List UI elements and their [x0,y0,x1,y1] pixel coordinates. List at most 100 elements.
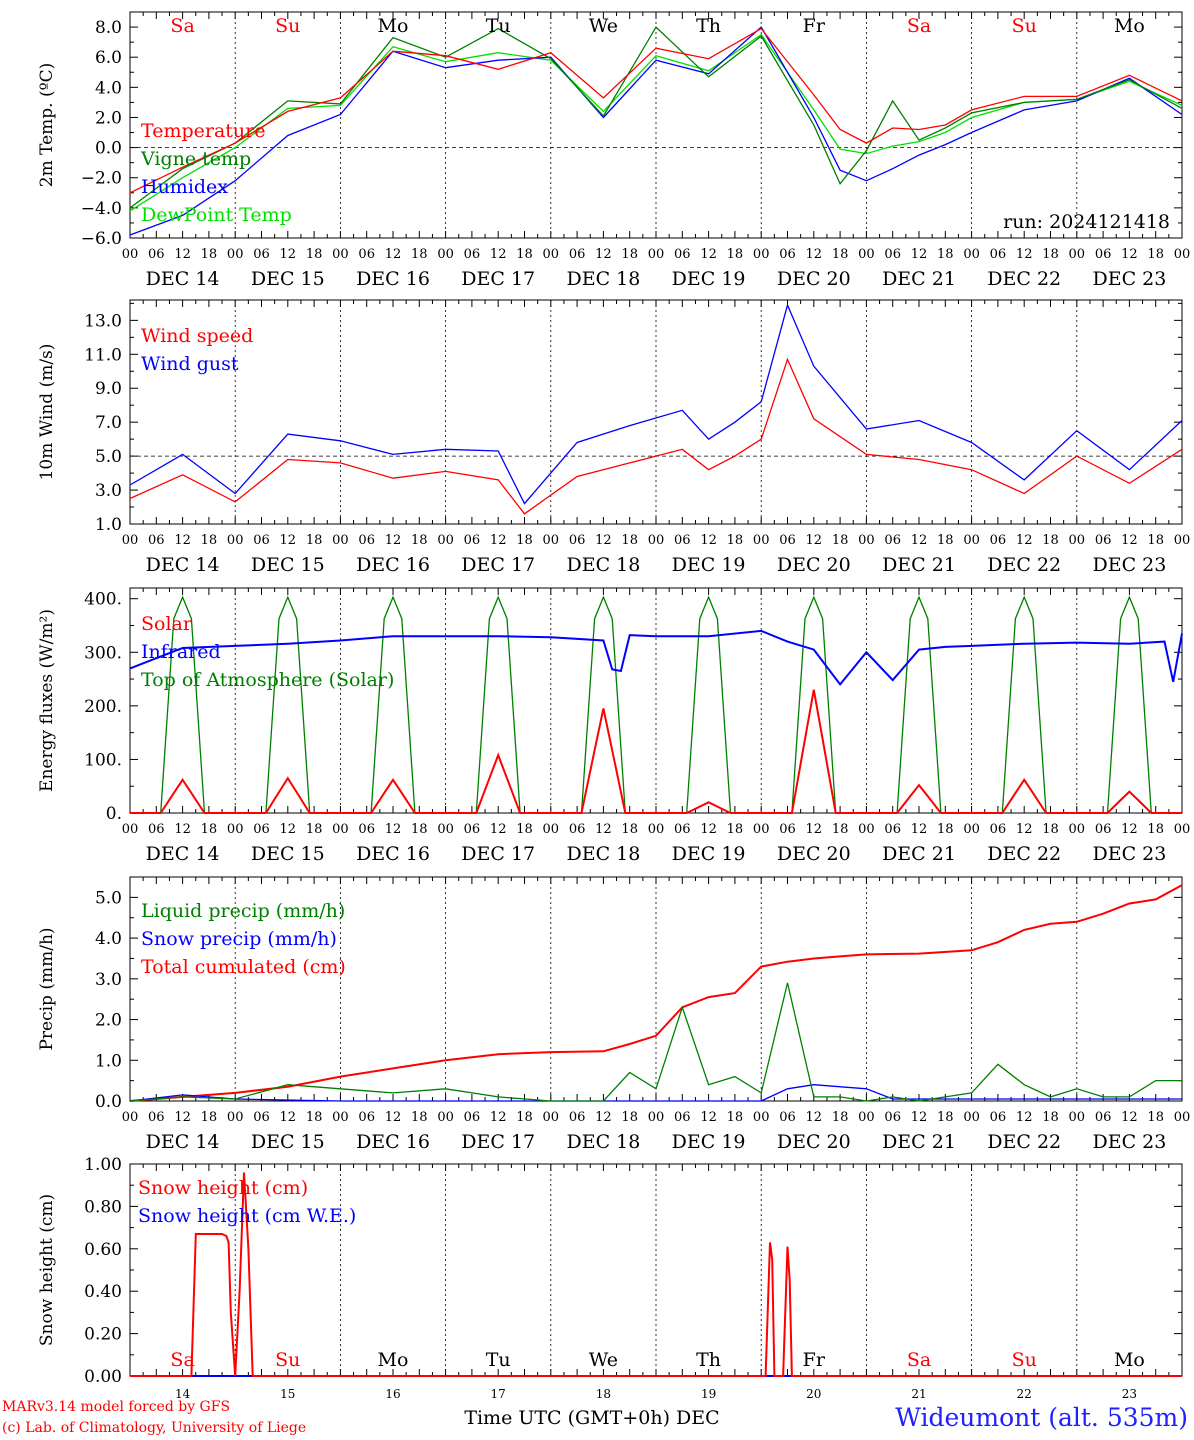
hour-label: 12 [595,822,612,837]
y-tick-label: 1.00 [84,1155,122,1175]
date-label: DEC 19 [672,268,746,290]
date-label: DEC 22 [987,1131,1061,1153]
hour-label: 12 [1016,533,1033,548]
date-label: DEC 20 [777,554,851,576]
hour-label: 00 [753,247,770,262]
hour-label: 06 [464,1110,481,1125]
date-label: DEC 17 [461,268,535,290]
weekday-label: Su [1012,1349,1037,1371]
hour-label: 18 [201,247,218,262]
hour-label: 12 [1121,822,1138,837]
series-vigne-temp [129,26,1183,209]
legend-entry: Temperature [141,120,265,142]
hour-label: 06 [569,1110,586,1125]
day-number-label: 18 [596,1387,611,1401]
date-label: DEC 15 [251,268,325,290]
hour-label: 12 [174,247,191,262]
date-label: DEC 14 [146,554,220,576]
hour-label: 18 [516,533,533,548]
hour-label: 06 [779,533,796,548]
hour-label: 06 [358,533,375,548]
date-label: DEC 16 [356,268,430,290]
hour-label: 18 [727,247,744,262]
hour-label: 12 [385,533,402,548]
hour-label: 00 [858,533,875,548]
hour-label: 18 [621,247,638,262]
hour-label: 06 [990,822,1007,837]
y-tick-label: −2.0 [81,169,122,189]
legend-entry: Snow height (cm W.E.) [138,1205,356,1227]
hour-label: 18 [1042,533,1059,548]
date-label: DEC 21 [882,268,956,290]
series-solar [130,689,1182,814]
y-axis-label: Energy fluxes (W/m²) [37,609,57,792]
y-axis-label: Snow height (cm) [37,1194,57,1346]
date-label: DEC 23 [1092,268,1166,290]
legend-entry: Snow height (cm) [138,1177,308,1199]
y-tick-label: 0.60 [84,1240,122,1260]
hour-label: 06 [148,1110,165,1125]
y-tick-label: 8.0 [95,18,122,38]
date-label: DEC 22 [987,843,1061,865]
series-dewpoint-temp [129,33,1183,212]
hour-label: 00 [227,533,244,548]
hour-label: 18 [621,1110,638,1125]
date-label: DEC 14 [146,268,220,290]
weekday-label: Mo [378,15,409,37]
hour-label: 12 [911,247,928,262]
date-label: DEC 20 [777,268,851,290]
hour-label: 00 [1069,533,1086,548]
hour-label: 18 [832,533,849,548]
hour-label: 06 [674,822,691,837]
hour-label: 12 [1121,1110,1138,1125]
hour-label: 06 [464,247,481,262]
hour-label: 18 [411,247,428,262]
hour-label: 00 [122,247,139,262]
date-label: DEC 14 [146,843,220,865]
hour-label: 12 [700,822,717,837]
date-label: DEC 16 [356,843,430,865]
hour-label: 00 [543,1110,560,1125]
legend-entry: Infrared [141,641,221,663]
hour-label: 12 [174,822,191,837]
hour-label: 12 [280,247,297,262]
hour-label: 00 [332,247,349,262]
hour-label: 00 [437,533,454,548]
hour-label: 06 [1095,822,1112,837]
weekday-label: Th [696,15,721,37]
date-label: DEC 23 [1092,1131,1166,1153]
hour-label: 18 [411,822,428,837]
series-total-cumulated-cm [129,884,1183,1102]
date-label: DEC 15 [251,1131,325,1153]
hour-label: 00 [963,533,980,548]
hour-label: 12 [280,533,297,548]
hour-label: 00 [437,1110,454,1125]
date-label: DEC 19 [672,843,746,865]
hour-label: 06 [779,822,796,837]
hour-label: 18 [306,1110,323,1125]
hour-label: 00 [227,822,244,837]
date-label: DEC 22 [987,268,1061,290]
hour-label: 18 [832,822,849,837]
hour-label: 06 [884,1110,901,1125]
hour-label: 12 [385,247,402,262]
hour-label: 12 [595,1110,612,1125]
y-tick-label: 5.0 [95,447,122,467]
hour-label: 00 [1174,822,1191,837]
day-number-label: 14 [175,1387,191,1401]
hour-label: 06 [464,533,481,548]
date-label: DEC 16 [356,1131,430,1153]
hour-label: 06 [1095,247,1112,262]
hour-label: 06 [674,247,691,262]
hour-label: 12 [490,822,507,837]
y-tick-label: 0.0 [95,1092,122,1112]
hour-label: 12 [700,533,717,548]
hour-label: 00 [963,1110,980,1125]
hour-label: 00 [648,1110,665,1125]
hour-label: 12 [385,1110,402,1125]
y-tick-label: 0.20 [84,1325,122,1345]
hour-label: 12 [174,1110,191,1125]
hour-label: 00 [437,822,454,837]
hour-label: 18 [1042,822,1059,837]
